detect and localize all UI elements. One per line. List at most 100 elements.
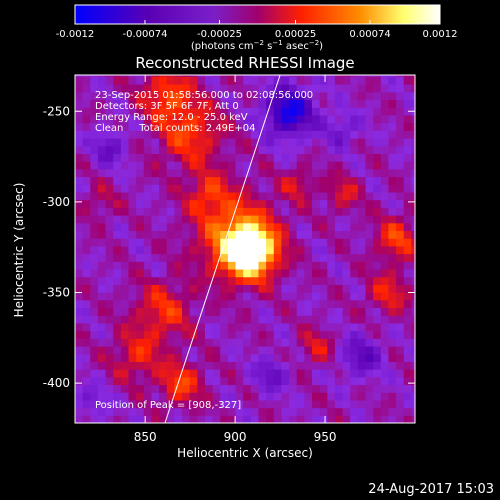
heatmap-cell xyxy=(342,161,351,170)
heatmap-cell xyxy=(197,207,206,216)
heatmap-cell xyxy=(411,222,415,232)
heatmap-cell xyxy=(388,176,397,185)
heatmap-cell xyxy=(243,122,252,131)
heatmap-cell xyxy=(235,107,244,116)
heatmap-cell xyxy=(113,376,122,386)
heatmap-cell xyxy=(212,153,221,162)
heatmap-cell xyxy=(388,369,397,378)
plot-area: 850 900 950-250-300-350-400 xyxy=(43,74,416,444)
heatmap-cell xyxy=(113,199,122,208)
heatmap-cell xyxy=(250,238,260,247)
heatmap-cell xyxy=(289,268,298,278)
heatmap-cell xyxy=(97,184,107,193)
heatmap-cell xyxy=(143,76,153,85)
heatmap-cell xyxy=(151,215,160,224)
heatmap-cell xyxy=(136,268,145,278)
heatmap-cell xyxy=(220,91,229,101)
heatmap-cell xyxy=(380,99,390,108)
heatmap-cell xyxy=(243,176,252,185)
heatmap-cell xyxy=(342,407,351,416)
heatmap-cell xyxy=(243,376,252,386)
heatmap-cell xyxy=(388,76,397,85)
heatmap-cell xyxy=(342,338,351,347)
heatmap-cell xyxy=(174,215,183,224)
heatmap-cell xyxy=(266,91,275,101)
heatmap-cell xyxy=(403,76,413,85)
heatmap-cell xyxy=(403,207,413,216)
heatmap-cell xyxy=(380,191,390,201)
heatmap-cell xyxy=(90,399,99,409)
heatmap-cell xyxy=(373,392,382,401)
heatmap-cell xyxy=(319,91,328,101)
heatmap-cell xyxy=(174,137,183,147)
heatmap-cell xyxy=(388,361,397,370)
heatmap-cell xyxy=(350,345,359,355)
heatmap-cell xyxy=(357,268,367,278)
heatmap-cell xyxy=(243,415,252,423)
heatmap-cell xyxy=(396,145,405,154)
heatmap-cell xyxy=(373,230,382,239)
heatmap-cell xyxy=(174,369,183,378)
heatmap-cell xyxy=(373,369,382,378)
heatmap-cell xyxy=(266,75,275,77)
heatmap-cell xyxy=(388,345,397,355)
heatmap-cell xyxy=(403,107,413,116)
heatmap-cell xyxy=(411,345,415,355)
heatmap-cell xyxy=(388,199,397,208)
heatmap-cell xyxy=(212,369,221,378)
heatmap-cell xyxy=(334,137,344,147)
heatmap-cell xyxy=(143,207,153,216)
heatmap-cell xyxy=(136,130,145,139)
heatmap-cell xyxy=(388,338,397,347)
heatmap-cell xyxy=(97,345,107,355)
heatmap-cell xyxy=(380,222,390,232)
heatmap-cell xyxy=(304,230,313,239)
heatmap-cell xyxy=(113,330,122,339)
heatmap-cell xyxy=(281,276,290,285)
heatmap-cell xyxy=(350,84,359,93)
heatmap-cell xyxy=(350,76,359,85)
heatmap-cell xyxy=(235,261,244,270)
heatmap-cell xyxy=(243,276,252,285)
heatmap-cell xyxy=(266,369,275,378)
heatmap-cell xyxy=(105,91,114,101)
heatmap-cell xyxy=(227,315,237,324)
heatmap-cell xyxy=(243,315,252,324)
heatmap-cell xyxy=(113,153,122,162)
heatmap-cell xyxy=(403,276,413,285)
heatmap-cell xyxy=(342,315,351,324)
heatmap-cell xyxy=(128,330,137,339)
heatmap-cell xyxy=(319,130,328,139)
heatmap-cell xyxy=(296,284,305,293)
heatmap-cell xyxy=(388,330,397,339)
heatmap-cell xyxy=(334,161,344,170)
heatmap-cell xyxy=(396,338,405,347)
heatmap-cell xyxy=(281,153,290,162)
heatmap-cell xyxy=(403,168,413,178)
heatmap-cell xyxy=(151,191,160,201)
heatmap-cell xyxy=(113,307,122,316)
heatmap-cell xyxy=(273,322,283,332)
heatmap-cell xyxy=(136,114,145,124)
heatmap-cell xyxy=(143,153,153,162)
heatmap-cell xyxy=(97,122,107,131)
heatmap-cell xyxy=(243,338,252,347)
heatmap-cell xyxy=(380,253,390,262)
heatmap-cell xyxy=(136,137,145,147)
heatmap-cell xyxy=(174,353,183,362)
heatmap-cell xyxy=(128,369,137,378)
heatmap-cell xyxy=(105,292,114,301)
heatmap-cell xyxy=(82,315,91,324)
heatmap-cell xyxy=(403,353,413,362)
heatmap-cell xyxy=(296,376,305,386)
heatmap-cell xyxy=(174,222,183,232)
heatmap-cell xyxy=(273,369,283,378)
heatmap-cell xyxy=(327,238,336,247)
heatmap-cell xyxy=(97,245,107,255)
heatmap-cell xyxy=(113,130,122,139)
heatmap-cell xyxy=(334,276,344,285)
heatmap-cell xyxy=(396,99,405,108)
heatmap-cell xyxy=(97,338,107,347)
heatmap-cell xyxy=(204,184,214,193)
heatmap-cell xyxy=(258,322,267,332)
